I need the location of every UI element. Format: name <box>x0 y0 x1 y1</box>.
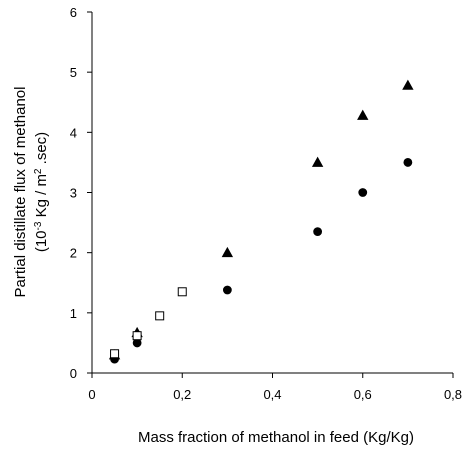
y-axis-title: Partial distillate flux of methanol (10-… <box>12 87 50 298</box>
x-tick-label: 0 <box>88 387 95 402</box>
triangle-data-point <box>357 109 369 120</box>
square-data-point <box>110 349 120 359</box>
y-axis-title-exponent: -3 <box>33 221 44 230</box>
triangle-data-point <box>402 79 414 90</box>
y-axis-title-units-end: .sec) <box>33 132 50 169</box>
y-tick-label: 4 <box>70 125 77 140</box>
circle-data-point <box>358 188 368 197</box>
y-axis-title-line1: Partial distillate flux of methanol <box>12 87 29 298</box>
y-tick-label: 5 <box>70 65 77 80</box>
x-tick-label: 0,4 <box>263 387 281 402</box>
axes <box>91 12 453 374</box>
x-tick-label: 0,8 <box>444 387 462 402</box>
x-axis-title: Mass fraction of methanol in feed (Kg/Kg… <box>138 429 414 446</box>
y-axis-title-units-mid: Kg / m <box>33 174 50 222</box>
y-tick-label: 0 <box>70 366 77 381</box>
circle-data-point <box>313 227 323 237</box>
circle-data-point <box>403 158 413 167</box>
y-tick-label: 2 <box>70 246 77 261</box>
triangle-data-point <box>311 156 324 167</box>
x-tick-label: 0,6 <box>354 387 372 402</box>
y-axis-title-line2: (10-3 Kg / m2 .sec) <box>33 132 51 252</box>
y-tick-label: 6 <box>70 5 77 20</box>
square-data-point <box>155 311 165 321</box>
ticks: 0 1 2 3 4 5 6 0 0,2 0,4 0,6 0,8 <box>70 5 462 402</box>
y-axis-title-units-start: (10 <box>33 230 50 252</box>
y-tick-label: 1 <box>70 306 77 321</box>
y-axis-title-area-exponent: 2 <box>33 168 44 174</box>
triangle-data-point <box>221 246 234 258</box>
data-markers <box>108 79 414 364</box>
square-data-point <box>177 287 187 297</box>
y-tick-label: 3 <box>70 186 77 201</box>
circle-data-point <box>222 285 232 295</box>
square-data-point <box>132 331 142 341</box>
x-tick-label: 0,2 <box>173 387 191 402</box>
